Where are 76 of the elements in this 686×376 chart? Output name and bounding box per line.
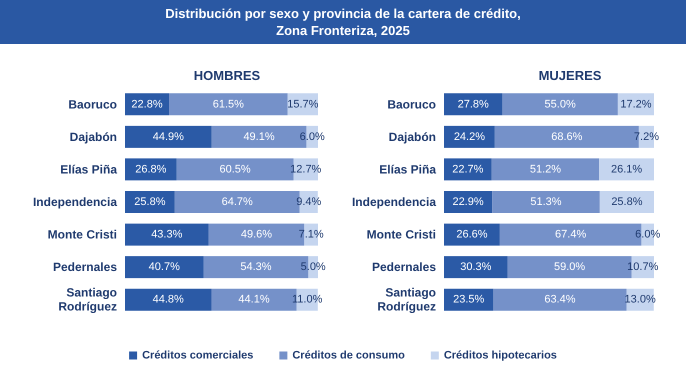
data-label: 22.9% — [452, 196, 484, 208]
bar — [493, 288, 626, 311]
y-tick-label: Independencia — [352, 195, 436, 209]
chart-subtitle: HOMBRES — [194, 68, 261, 83]
data-label: 64.7% — [222, 196, 254, 208]
bar — [444, 126, 495, 148]
data-label: 11.0% — [292, 294, 323, 306]
data-label: 44.9% — [152, 130, 184, 143]
bar — [125, 224, 209, 246]
data-label: 26.8% — [135, 163, 167, 176]
bar — [492, 191, 600, 213]
y-tick-label: Dajabón — [388, 130, 436, 144]
y-tick-label: Pedernales — [52, 260, 118, 274]
data-label: 68.6% — [551, 130, 583, 143]
data-label: 26.6% — [456, 228, 488, 241]
data-label: 44.1% — [238, 294, 270, 306]
data-label: 25.8% — [611, 196, 643, 208]
data-label: 6.0% — [300, 130, 325, 143]
y-tick-label: Elías Piña — [379, 162, 436, 176]
bar — [125, 256, 204, 278]
data-label: 51.2% — [530, 163, 562, 176]
data-label: 13.0% — [624, 294, 656, 306]
data-label: 44.8% — [152, 294, 184, 306]
data-label: 59.0% — [554, 261, 586, 274]
y-tick-label: Baoruco — [387, 97, 436, 112]
data-label: 22.8% — [131, 98, 163, 110]
data-label: 67.4% — [555, 228, 586, 241]
data-label: 10.7% — [627, 261, 659, 274]
data-label: 55.0% — [544, 98, 576, 110]
data-label: 40.7% — [148, 261, 180, 274]
data-label: 23.5% — [453, 294, 484, 306]
data-label: 5.0% — [300, 261, 326, 274]
bar — [444, 256, 508, 278]
data-label: 9.4% — [296, 196, 322, 208]
data-label: 60.5% — [220, 163, 251, 176]
data-label: 26.1% — [610, 163, 642, 176]
y-tick-label: Elías Piña — [60, 162, 118, 176]
data-label: 15.7% — [287, 98, 319, 110]
y-tick-label: Baoruco — [68, 97, 117, 112]
bar — [492, 158, 600, 180]
data-label: 27.8% — [458, 98, 489, 110]
data-label: 12.7% — [290, 163, 322, 176]
data-label: 25.8% — [134, 196, 166, 208]
data-label: 7.1% — [298, 228, 324, 241]
bar — [125, 126, 212, 148]
bar — [599, 158, 654, 180]
bar — [444, 93, 502, 116]
data-label: 54.3% — [240, 261, 272, 274]
y-tick-label: Monte Cristi — [366, 228, 436, 242]
data-label: 30.3% — [460, 261, 492, 274]
data-label: 6.0% — [635, 228, 660, 241]
bar — [502, 93, 618, 116]
data-label: 61.5% — [212, 98, 244, 110]
y-tick-label: Independencia — [32, 195, 118, 209]
data-label: 7.2% — [634, 130, 660, 143]
data-label: 17.2% — [620, 98, 652, 110]
chart-subtitle: MUJERES — [538, 68, 602, 83]
bar — [444, 224, 500, 246]
y-tick-label: Pedernales — [372, 260, 436, 274]
data-label: 49.1% — [243, 130, 275, 143]
y-tick-label: Monte Cristi — [48, 228, 117, 242]
data-label: 63.4% — [544, 294, 576, 306]
data-label: 51.3% — [530, 196, 562, 208]
legend-label: Créditos de consumo — [292, 350, 406, 362]
legend-label: Créditos comerciales — [142, 350, 254, 362]
y-tick-label: Santiago Rodríguez — [58, 286, 117, 314]
y-tick-label: Santiago Rodríguez — [377, 286, 436, 314]
chart-title: Distribución por sexo y provincia de la cartera de crédito, Zona Fronteriza, 2025 — [0, 0, 686, 44]
data-label: 49.6% — [240, 228, 272, 241]
data-label: 43.3% — [151, 228, 183, 241]
data-label: 22.7% — [452, 163, 484, 176]
y-tick-label: Dajabón — [70, 130, 117, 144]
bar — [125, 288, 212, 311]
legend-label: Créditos hipotecarios — [444, 350, 557, 362]
bar — [169, 93, 288, 116]
data-label: 24.2% — [454, 130, 486, 143]
